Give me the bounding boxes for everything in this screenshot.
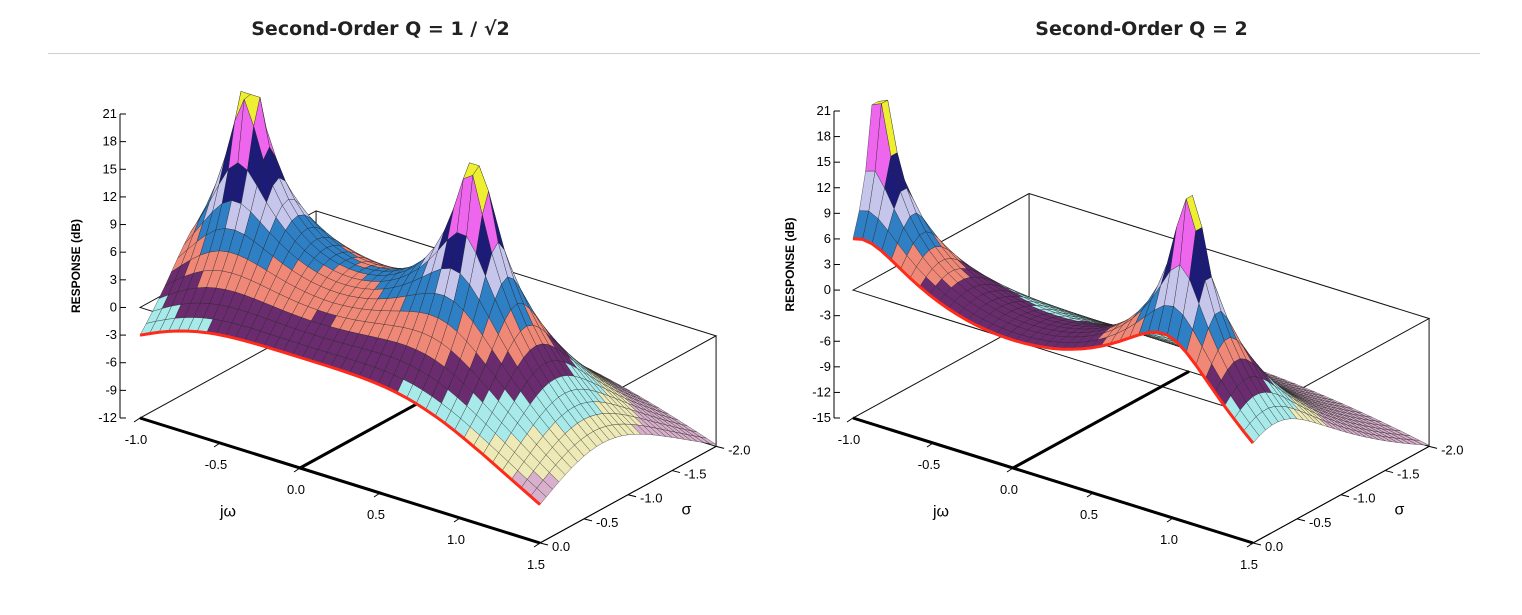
x-tick — [1246, 542, 1254, 548]
z-tick-label: -9 — [105, 382, 117, 397]
axes: 21 18 15 12 9 6 3 0 -3 -6 -9 -12 RESPONSE (dB) -1.0 -0… — [69, 106, 750, 572]
x-tick-label: 1.5 — [1240, 557, 1258, 572]
x-tick-label: 1.0 — [447, 532, 465, 547]
z-tick-label: -6 — [105, 355, 117, 370]
x-tick — [373, 492, 381, 498]
sigma-tick-label: -1.0 — [640, 491, 662, 506]
z-tick-label: 6 — [824, 231, 831, 246]
front-edge — [852, 237, 1255, 445]
z-tick-label: 9 — [824, 205, 831, 220]
sigma-tick-label: -1.5 — [684, 467, 706, 482]
sigma-tick — [627, 494, 637, 498]
sigma-tick-label: 0.0 — [1265, 539, 1283, 554]
sigma-axis-label: σ — [1394, 501, 1404, 518]
response-surface — [139, 91, 717, 505]
x-tick-label: -0.5 — [918, 457, 940, 472]
z-tick-label: 12 — [103, 189, 117, 204]
sigma-tick — [671, 470, 681, 474]
z-tick-label: -9 — [819, 359, 831, 374]
sigma-tick-label: -1.0 — [1353, 491, 1375, 506]
z-tick-label: 21 — [103, 106, 117, 121]
z-tick-label: 3 — [110, 272, 117, 287]
z-tick-label: 0 — [110, 299, 117, 314]
sigma-tick — [1384, 470, 1394, 474]
chart-title: Second-Order Q = 1 / √2 — [251, 18, 510, 40]
x-axis-line — [139, 416, 541, 545]
z-axis-label: RESPONSE (dB) — [783, 217, 797, 311]
x-tick-label: -0.5 — [205, 457, 227, 472]
x-tick-label: 0.0 — [287, 482, 305, 497]
sigma-tick-label: 0.0 — [552, 539, 570, 554]
x-tick — [133, 417, 141, 423]
x-tick — [1086, 492, 1094, 498]
x-axis-label: jω — [932, 504, 949, 521]
response-surface — [852, 99, 1430, 446]
x-tick-label: 1.0 — [1160, 532, 1178, 547]
z-tick-label: 15 — [817, 154, 831, 169]
front-edge — [139, 329, 541, 506]
z-tick-label: -6 — [819, 333, 831, 348]
sigma-zero-response-line — [852, 237, 1255, 445]
x-tick — [926, 442, 934, 448]
sigma-tick-label: -1.5 — [1397, 467, 1419, 482]
z-tick-label: -15 — [812, 410, 831, 425]
x-tick-label: 0.0 — [1000, 482, 1018, 497]
surface-plot-q-0707: 21 18 15 12 9 6 3 0 -3 -6 -9 -12 RESPONSE (dB) -1.0 -0… — [69, 91, 750, 572]
x-tick-label: 0.5 — [1080, 507, 1098, 522]
x-axis-label: jω — [219, 504, 236, 521]
sigma-tick-label: -2.0 — [1441, 442, 1463, 457]
surface-plot-q-2: 21 18 15 12 9 6 3 0 -3 -6 -9 -12 -15 RESPONSE (dB) -1.… — [783, 99, 1463, 572]
z-tick-label: 12 — [817, 180, 831, 195]
z-tick-label: -12 — [98, 410, 117, 425]
sigma-tick — [715, 445, 725, 449]
z-tick-label: 18 — [103, 134, 117, 149]
z-axis-label: RESPONSE (dB) — [69, 219, 83, 313]
x-axis-line — [852, 416, 1254, 545]
z-tick-label: 15 — [103, 161, 117, 176]
z-tick-label: -12 — [812, 384, 831, 399]
sigma-tick — [1428, 445, 1438, 449]
sigma-tick-label: -0.5 — [1309, 515, 1331, 530]
sigma-tick-label: -0.5 — [596, 515, 618, 530]
sigma-tick — [1340, 494, 1350, 498]
z-tick-label: -3 — [105, 327, 117, 342]
z-tick-label: 18 — [817, 129, 831, 144]
x-tick — [533, 542, 541, 548]
sigma-tick-label: -2.0 — [728, 442, 750, 457]
x-tick-label: -1.0 — [125, 432, 147, 447]
x-tick — [1166, 517, 1174, 523]
x-tick-label: 0.5 — [367, 507, 385, 522]
x-tick — [846, 417, 854, 423]
sigma-tick — [583, 518, 593, 522]
z-tick-label: 3 — [824, 257, 831, 272]
x-tick — [1006, 467, 1014, 473]
jw-axis-line — [1012, 370, 1190, 470]
sigma-tick — [1296, 518, 1306, 522]
x-tick — [293, 467, 301, 473]
title-divider — [48, 53, 1480, 54]
sigma-tick — [1252, 542, 1262, 546]
axes: 21 18 15 12 9 6 3 0 -3 -6 -9 -12 -15 RESPONSE (dB) -1.… — [783, 103, 1463, 572]
x-tick — [213, 442, 221, 448]
z-tick-label: 6 — [110, 244, 117, 259]
chart-title: Second-Order Q = 2 — [1035, 18, 1248, 40]
z-tick-label: 9 — [110, 217, 117, 232]
sigma-tick — [539, 542, 549, 546]
sigma-axis-label: σ — [681, 501, 691, 518]
z-tick-label: 0 — [824, 282, 831, 297]
z-tick-label: 21 — [817, 103, 831, 118]
chart-panel-q-0707: Second-Order Q = 1 / √2 21 18 15 12 9 6 3 0 -3 -6… — [69, 18, 750, 572]
x-tick — [453, 517, 461, 523]
chart-panel-q-2: Second-Order Q = 2 21 18 15 12 9 6 3 0 -3 -6 -9 -12… — [761, 0, 1522, 615]
z-tick-label: -3 — [819, 308, 831, 323]
x-tick-label: -1.0 — [838, 432, 860, 447]
sigma-zero-response-line — [139, 329, 541, 506]
x-tick-label: 1.5 — [527, 557, 545, 572]
